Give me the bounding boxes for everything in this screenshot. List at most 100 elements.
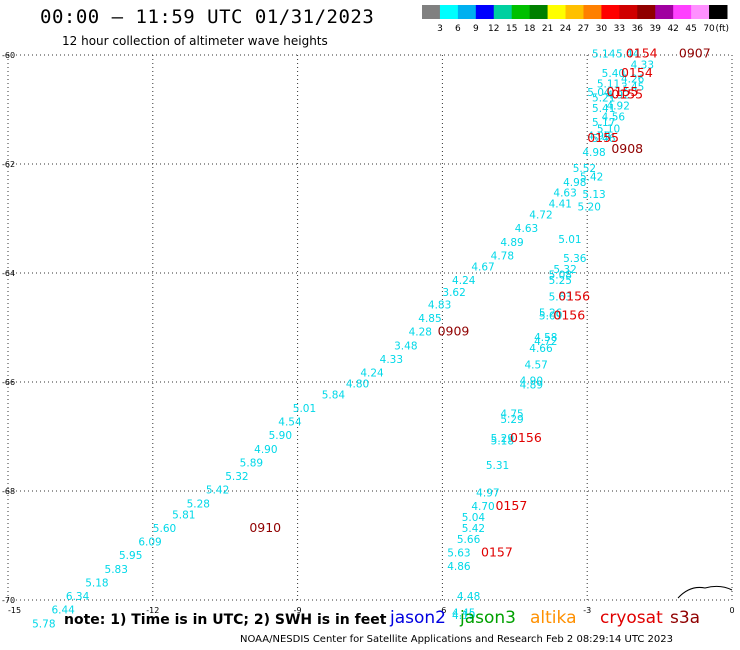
swh-value-label: 5.08 [549,269,572,281]
pass-time-label: 0154 [626,46,658,61]
swh-value-label: 5.20 [578,201,601,213]
colorbar-tick-label: 70 [703,24,715,34]
swh-value-label: 4.70 [471,501,494,513]
swh-value-label: 4.78 [491,250,514,262]
colorbar-swatch [457,5,477,19]
pass-time-label: 0156 [510,430,542,445]
colorbar-tick-label: 42 [667,24,678,34]
colorbar-tick-label: 33 [614,24,625,34]
swh-value-label: 6.34 [66,591,90,603]
y-tick-label: -70 [2,596,15,605]
swh-value-label: 4.90 [520,376,543,388]
swh-value-label: 4.72 [529,210,552,222]
y-tick-label: -64 [2,269,15,278]
colorbar-tick-label: 24 [560,24,572,34]
swh-value-label: 4.24 [452,275,476,287]
swh-value-label: 4.45 [452,607,475,619]
swh-value-label: 4.33 [631,60,654,72]
swh-value-label: 4.85 [418,313,441,325]
swh-value-label: 5.90 [269,430,292,442]
swh-value-label: 5.32 [553,264,576,276]
swh-value-label: 5.13 [582,189,605,201]
swh-value-label: 5.95 [119,550,142,562]
pass-time-label: 0154 [621,65,653,80]
pass-time-label: 0157 [481,544,513,559]
swh-value-label: 4.48 [457,591,480,603]
pass-time-label: 0907 [679,46,711,61]
pass-time-label: 0157 [495,498,527,513]
colorbar-swatch [565,5,584,19]
x-tick-label: -12 [146,606,159,615]
swh-value-label: 4.41 [549,199,572,211]
legend-s3a: s3a [670,608,701,628]
colorbar-swatch [547,5,567,19]
swh-value-label: 4.54 [278,417,302,429]
colorbar-tick-label: 15 [506,24,517,34]
swh-value-label: 4.24 [360,368,384,380]
swh-value-label: 5.29 [500,414,523,426]
footnote: note: 1) Time is in UTC; 2) SWH is in fe… [64,612,387,628]
colorbar: 3 6 9 12 15 18 21 24 27 30 33 36 39 42 45 70 (ft) [422,5,729,34]
swh-value-label: 5.52 [573,163,596,175]
swh-value-label: 5.83 [105,564,128,576]
swh-value-label: 4.28 [409,327,432,339]
swh-value-label: 5.26 [539,308,563,320]
swh-value-label: 4.89 [520,380,543,392]
legend-altika: altika [530,608,577,628]
swh-value-label: 4.19 [452,610,475,622]
swh-value-label: 5.63 [447,547,470,559]
coastline-icon [677,585,733,599]
swh-value-label: 4.90 [254,444,277,456]
pass-time-label: 0909 [438,324,470,339]
swh-value-label: 5.04 [462,512,486,524]
colorbar-swatch [619,5,638,19]
swh-value-label: 4.86 [447,561,471,573]
swh-value-label: 5.42 [580,171,603,183]
colorbar-tick-label: 12 [488,24,499,34]
swh-value-label: 5.36 [563,253,587,265]
swh-value-label: 5.89 [240,457,263,469]
swh-value-label: 5.11 [597,79,620,91]
colorbar-tick-label: 18 [524,24,536,34]
colorbar-swatch [637,5,656,19]
y-tick-label: -60 [2,51,15,60]
colorbar-swatch [601,5,620,19]
legend-cryosat: cryosat [600,608,663,628]
swh-value-label: 5.84 [322,389,346,401]
swh-value-label: 4.92 [607,90,630,102]
swh-value-label: 5.42 [462,523,485,535]
swh-value-label: 6.44 [51,605,75,617]
swh-value-label: 6.09 [138,537,161,549]
swh-value-label: 4.75 [500,408,523,420]
y-tick-label: -66 [2,378,15,387]
swh-value-label: 4.63 [553,188,576,200]
swh-value-label: 4.97 [476,487,499,499]
swh-value-label: 5.28 [187,498,210,510]
y-tick-label: -62 [2,160,15,169]
colorbar-swatch [655,5,674,19]
swh-value-label: 5.01 [293,403,316,415]
swh-value-label: 3.45 [621,81,644,93]
swh-value-label: 4.83 [428,299,451,311]
colorbar-swatch [529,5,549,19]
swh-value-label: 4.80 [346,378,369,390]
swh-value-label: 4.57 [524,359,547,371]
y-tick-label: -68 [2,487,15,496]
colorbar-swatch [422,5,441,19]
swh-value-label: 5.40 [602,68,625,80]
swh-value-label: 5.14 [592,49,616,61]
colorbar-tick-label: 9 [473,24,479,34]
swh-value-label: 4.99 [587,130,610,142]
colorbar-tick-label: 21 [542,24,553,34]
pass-time-label: 0155 [611,87,643,102]
swh-value-label: 4.67 [471,261,494,273]
x-tick-label: -3 [583,606,591,615]
pass-time-label: 0155 [587,130,619,145]
credit-line: NOAA/NESDIS Center for Satellite Applica… [240,634,673,645]
colorbar-tick-label: 6 [455,24,461,34]
swh-value-label: 5.63 [549,291,572,303]
swh-value-label: 5.21 [592,92,615,104]
colorbar-swatch [493,5,513,19]
swh-value-label: 5.66 [457,534,481,546]
colorbar-tick-label: 3 [437,24,443,34]
